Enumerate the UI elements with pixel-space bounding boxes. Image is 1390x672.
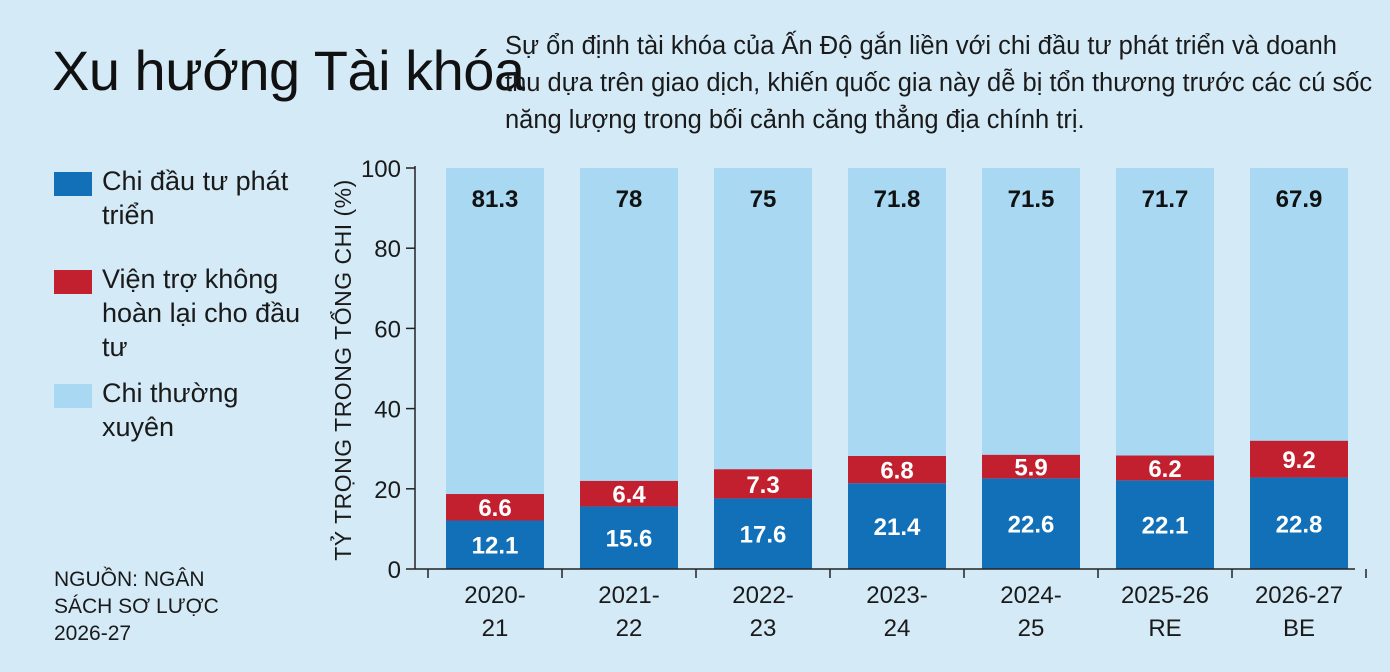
data-label: 67.9: [1276, 186, 1323, 213]
legend-item-grants: Viện trợ không hoàn lại cho đầu tư: [54, 262, 312, 364]
x-tick-label: 2022-: [732, 582, 793, 609]
chart-title: Xu hướng Tài khóa: [52, 39, 525, 102]
x-tick-label: 2025-26: [1121, 582, 1209, 609]
data-label: 17.6: [740, 522, 787, 549]
bar-segment: [580, 480, 678, 507]
chart-subtitle: Sự ổn định tài khóa của Ấn Độ gắn liền v…: [505, 32, 1373, 134]
data-label: 71.5: [1008, 186, 1055, 213]
y-tick-label: 40: [374, 397, 401, 424]
bar-segment: [580, 168, 678, 481]
bar-segment: [1116, 168, 1214, 456]
y-axis-label: TỶ TRỌNG TRONG TỔNG CHI (%): [328, 179, 356, 561]
x-tick-label: BE: [1283, 615, 1315, 642]
data-label: 21.4: [874, 514, 921, 541]
legend-label-revenue: Chi thường xuyên: [102, 378, 239, 442]
x-tick-label: 2021-: [598, 582, 659, 609]
x-tick-label: 25: [1018, 615, 1045, 642]
x-axis: 2020- 21 2021- 22 2022- 23 2023- 24 2024- 25 2025-…: [415, 568, 1367, 642]
y-tick-label: 60: [374, 316, 401, 343]
data-label: 6.2: [1148, 456, 1181, 483]
data-label: 78: [616, 186, 643, 213]
data-label: 22.6: [1008, 512, 1055, 539]
legend-label-grants: Viện trợ không hoàn lại cho đầu tư: [102, 264, 301, 362]
bar-segment: [580, 506, 678, 569]
data-label: 71.8: [874, 186, 921, 213]
legend-item-capex: Chi đầu tư phát triển: [54, 164, 312, 232]
x-tick-label: 2024-: [1000, 582, 1061, 609]
legend-label-capex: Chi đầu tư phát triển: [102, 166, 289, 230]
x-tick-label: RE: [1148, 615, 1181, 642]
bar-segment: [1250, 168, 1348, 441]
bar-segment: [982, 168, 1080, 455]
bar-segment: [848, 168, 946, 456]
data-label: 6.6: [478, 495, 511, 522]
x-tick-label: 2020-: [464, 582, 525, 609]
data-label: 9.2: [1282, 447, 1315, 474]
bar-segment: [446, 168, 544, 495]
legend-item-revenue: Chi thường xuyên: [54, 376, 312, 444]
bar-segment: [446, 494, 544, 521]
bar-segment: [982, 478, 1080, 569]
bar-segment: [848, 455, 946, 484]
bar-segment: [848, 483, 946, 569]
data-label: 15.6: [606, 526, 653, 553]
legend-swatch-grants: [54, 270, 92, 294]
bar-segment: [714, 168, 812, 470]
data-label: 22.8: [1276, 511, 1323, 538]
x-tick-label: 24: [884, 615, 911, 642]
bar-segment: [714, 498, 812, 569]
bar-segment: [714, 469, 812, 499]
data-label: 5.9: [1014, 455, 1047, 482]
data-label: 22.1: [1142, 513, 1189, 540]
x-tick-label: 2026-27: [1255, 582, 1343, 609]
y-tick-label: 100: [361, 156, 401, 183]
data-label: 71.7: [1142, 186, 1189, 213]
bar-segment: [1116, 480, 1214, 569]
x-tick-label: 23: [750, 615, 777, 642]
y-axis: 0 20 40 60 80 100: [361, 156, 416, 584]
x-tick-label: 2023-: [866, 582, 927, 609]
x-tick-label: 22: [616, 615, 643, 642]
y-tick-label: 0: [388, 557, 401, 584]
y-tick-label: 20: [374, 477, 401, 504]
data-label: 6.8: [880, 458, 913, 485]
data-label: 12.1: [472, 533, 519, 560]
x-tick-label: 21: [482, 615, 509, 642]
data-label: 7.3: [746, 472, 779, 499]
data-label: 6.4: [612, 482, 646, 509]
bar-segment: [1250, 440, 1348, 478]
bar-segment: [446, 520, 544, 569]
source-note: NGUỒN: NGÂN SÁCH SƠ LƯỢC 2026-27: [54, 568, 219, 645]
legend-swatch-capex: [54, 172, 92, 196]
bar-segment: [1116, 455, 1214, 481]
bars: 12.1 6.6 81.3 15.6 6.4 78 17.6 7.3 75 21.4 6.8 71.8…: [446, 168, 1348, 569]
data-label: 75: [750, 186, 777, 213]
legend-swatch-revenue: [54, 384, 92, 408]
bar-segment: [1250, 477, 1348, 569]
data-label: 81.3: [472, 186, 519, 213]
bar-segment: [982, 454, 1080, 479]
y-tick-label: 80: [374, 236, 401, 263]
